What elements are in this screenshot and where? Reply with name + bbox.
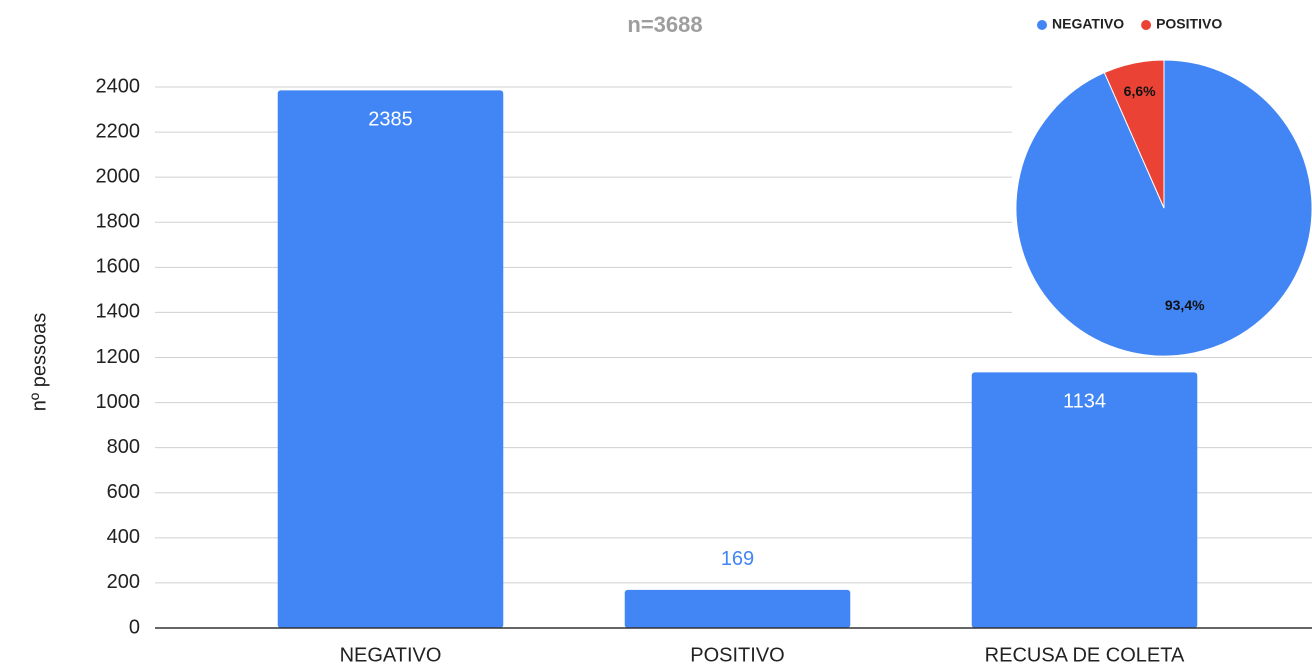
y-tick-label: 2200	[96, 120, 141, 142]
data-label: 1134	[1063, 391, 1106, 413]
data-label: 169	[721, 548, 754, 570]
x-tick-label: NEGATIVO	[340, 644, 442, 666]
data-label: 2385	[368, 109, 413, 131]
slice-label: 93,4%	[1165, 297, 1205, 313]
x-tick-label: POSITIVO	[690, 644, 784, 666]
bar	[971, 372, 1198, 628]
chart-title: n=3688	[627, 12, 702, 37]
y-tick-label: 0	[129, 616, 140, 638]
y-tick-label: 400	[107, 526, 140, 548]
y-tick-label: 1200	[96, 346, 141, 368]
legend-label: POSITIVO	[1156, 16, 1222, 32]
y-tick-label: 2000	[96, 165, 141, 187]
y-tick-label: 1600	[96, 256, 141, 278]
legend-marker	[1141, 20, 1152, 30]
y-tick-label: 2400	[96, 75, 141, 97]
pie-slice	[1103, 59, 1165, 209]
y-tick-label: 600	[107, 481, 140, 503]
bar	[624, 589, 851, 628]
y-axis-label: nº pessoas	[28, 313, 50, 411]
y-tick-label: 800	[107, 436, 140, 458]
legend-marker	[1037, 20, 1047, 30]
y-tick-label: 200	[107, 571, 140, 593]
y-tick-label: 1400	[96, 301, 141, 323]
slice-label: 6,6%	[1124, 83, 1156, 99]
y-tick-label: 1000	[96, 391, 141, 413]
y-tick-label: 1800	[96, 211, 141, 233]
bar	[277, 90, 504, 629]
legend-label: NEGATIVO	[1052, 16, 1124, 32]
x-tick-label: RECUSA DE COLETA	[985, 644, 1185, 666]
